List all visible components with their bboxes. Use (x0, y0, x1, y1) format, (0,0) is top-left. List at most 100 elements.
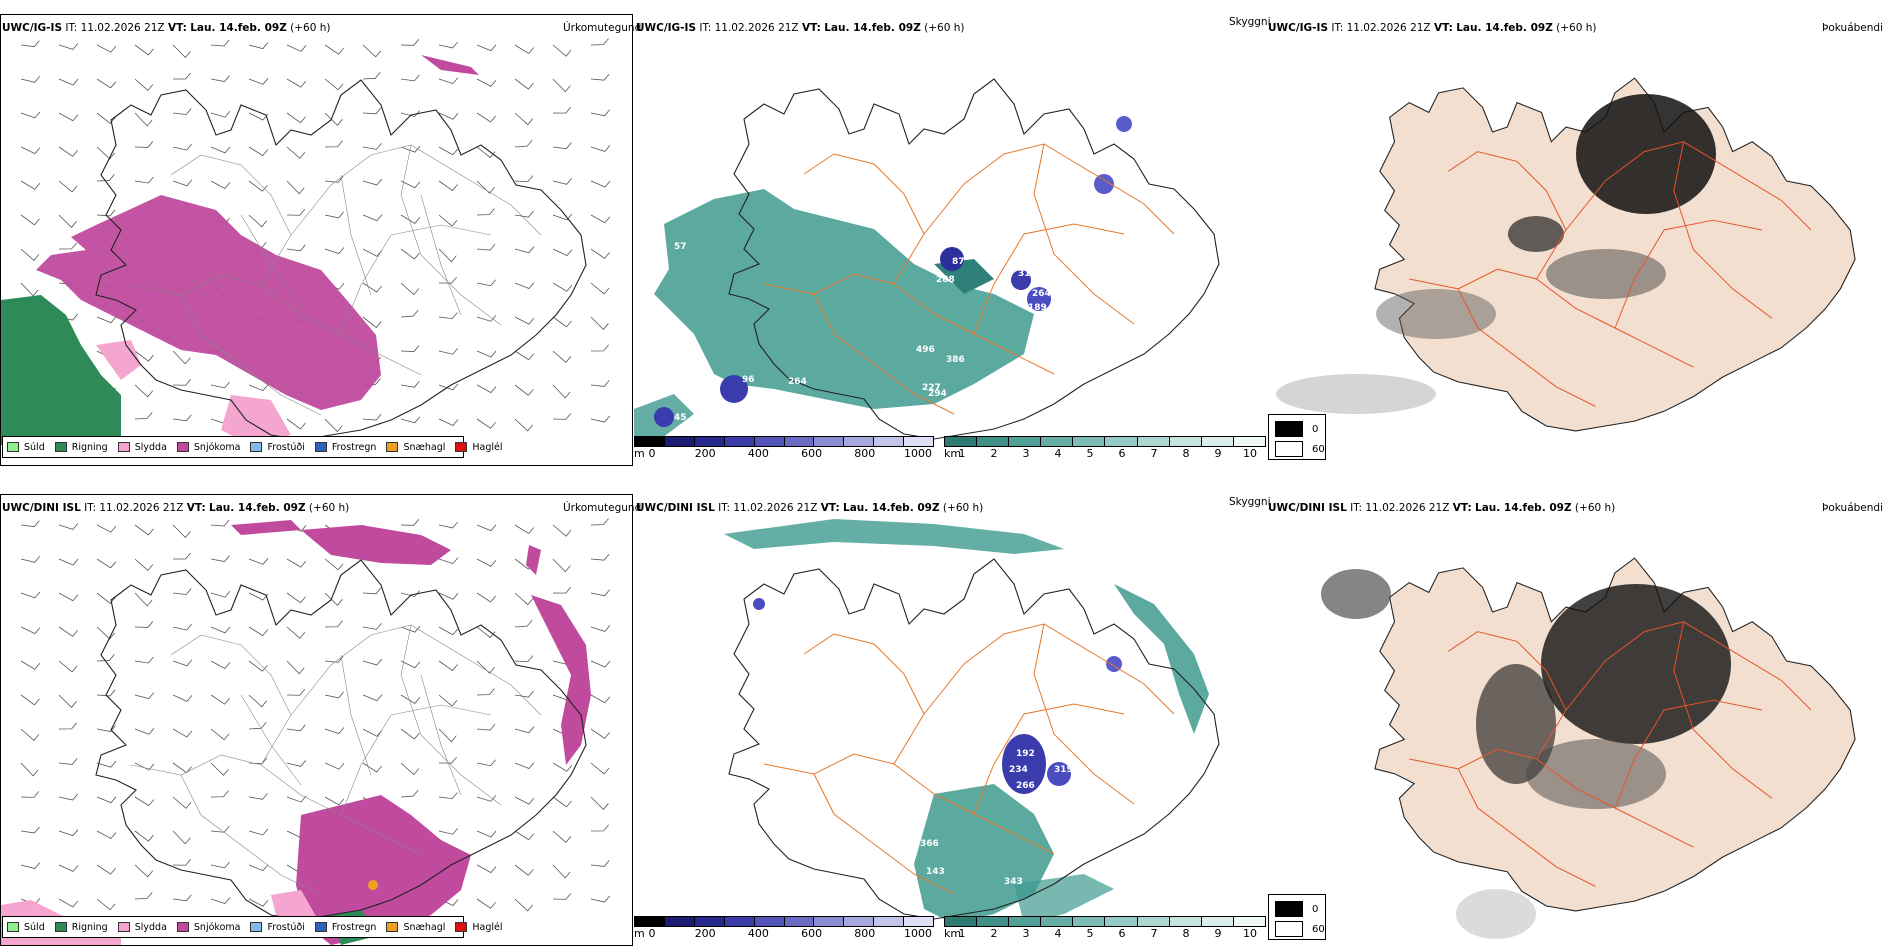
colorbar-cell (694, 917, 725, 926)
wind-barb (514, 316, 535, 325)
wind-barb (20, 180, 41, 190)
wind-barb (590, 728, 610, 739)
cloud-base-label: 310 (1018, 269, 1037, 279)
wind-barb (400, 694, 421, 704)
wind-barb (514, 619, 533, 628)
precip-legend: Súld Rigning Slydda Snjókoma Frostúði Frostre… (2, 436, 503, 458)
wind-barb (58, 626, 78, 637)
wind-barb (514, 830, 535, 841)
wind-barb (400, 519, 420, 526)
fog-panel-row1 (1266, 14, 1900, 466)
wind-barb (590, 415, 610, 423)
wind-barb (362, 143, 382, 150)
wind-barb (96, 796, 117, 804)
colorbar-cell (977, 437, 1010, 446)
cloud-base-label: 264 (788, 377, 807, 387)
wind-barb (438, 660, 458, 672)
wind-barb (210, 75, 230, 83)
colorbar-tick: 5 (1086, 447, 1094, 460)
wind-barb (210, 626, 231, 634)
wind-barb (96, 864, 116, 875)
colorbar-tick: 600 (801, 447, 823, 460)
wind-barb (210, 180, 231, 190)
colorbar-tick: 1 (958, 447, 966, 460)
cloud-base-label: 386 (946, 355, 965, 365)
wind-barb (134, 592, 153, 607)
wind-barb (476, 243, 496, 251)
wind-barb (20, 248, 40, 261)
wind-barb (324, 727, 345, 735)
legend-label: Haglél (472, 441, 503, 453)
wind-barb (476, 898, 496, 909)
roads (1409, 141, 1812, 407)
colorbar-cell (1009, 917, 1042, 926)
colorbar-cell (724, 437, 755, 446)
iceland-landmass (1374, 77, 1856, 432)
wind-barb (324, 247, 345, 255)
wind-barb (514, 384, 534, 396)
wind-barb (210, 555, 230, 563)
wind-barb (476, 418, 496, 429)
wind-barb (514, 139, 533, 148)
wind-barb (552, 213, 573, 221)
colorbar-cell (904, 437, 934, 446)
legend-swatch (117, 922, 130, 932)
wind-barb (400, 309, 419, 318)
legend-swatch (117, 442, 130, 452)
wind-barb (324, 78, 344, 91)
wind-barb (476, 384, 497, 394)
wind-barb (514, 796, 535, 805)
wind-barb (476, 592, 496, 603)
colorbar-tick: 8 (1182, 927, 1190, 940)
colorbar-cell (1169, 917, 1202, 926)
wind-barb (20, 111, 41, 119)
precip-title-row1: Úrkomutegund (563, 22, 642, 34)
legend-item-4: Frostúði (250, 442, 305, 453)
colorbar-cell (754, 917, 785, 926)
colorbar-tick: 200 (694, 447, 716, 460)
legend-label: Rigning (71, 921, 108, 933)
wind-barb (552, 282, 573, 292)
wind-barb (590, 344, 609, 352)
wind-barb (590, 860, 610, 867)
wind-barb (172, 894, 192, 902)
legend-item-2: Slydda (117, 442, 167, 453)
legend-swatch (176, 922, 189, 932)
legend-swatch (314, 442, 327, 452)
wind-barb (590, 796, 609, 811)
colorbar-tick: 7 (1150, 447, 1158, 460)
wind-barb (514, 175, 534, 183)
wind-barb (134, 44, 154, 56)
legend-label: Rigning (71, 441, 108, 453)
wind-barb (96, 654, 115, 662)
wind-barb (20, 728, 40, 741)
wind-barb (20, 40, 40, 48)
colorbar-tick: 0 (648, 447, 656, 460)
colorbar-cell (814, 437, 845, 446)
wind-barb (286, 660, 305, 675)
wind-barb (362, 694, 383, 702)
header-precip-row2: UWC/DINI ISL IT: 11.02.2026 21Z VT: Lau.… (2, 502, 350, 514)
wind-barb (172, 796, 192, 809)
wind-barb (590, 625, 611, 632)
wind-barb (134, 621, 154, 628)
colorbar-tick: 800 (854, 447, 876, 460)
cloud-base-label: 57 (674, 242, 687, 252)
wind-barb (438, 312, 458, 320)
wind-barb (134, 384, 154, 398)
wind-barb (96, 689, 116, 697)
wind-barb (552, 413, 572, 420)
wind-barb (210, 728, 230, 741)
wind-barb (514, 690, 534, 698)
colorbar-tick: 10 (1243, 447, 1257, 460)
wind-barb (476, 830, 497, 838)
fog-title-row2: Þokuábendi (1822, 502, 1883, 514)
wind-barb (438, 112, 459, 120)
wind-barb (20, 146, 41, 155)
roads (763, 143, 1175, 415)
wind-barb (20, 626, 41, 635)
colorbar-cell (1041, 437, 1074, 446)
wind-barb (134, 656, 154, 664)
wind-barb (400, 762, 420, 776)
colorbar-tick: 1 (958, 927, 966, 940)
